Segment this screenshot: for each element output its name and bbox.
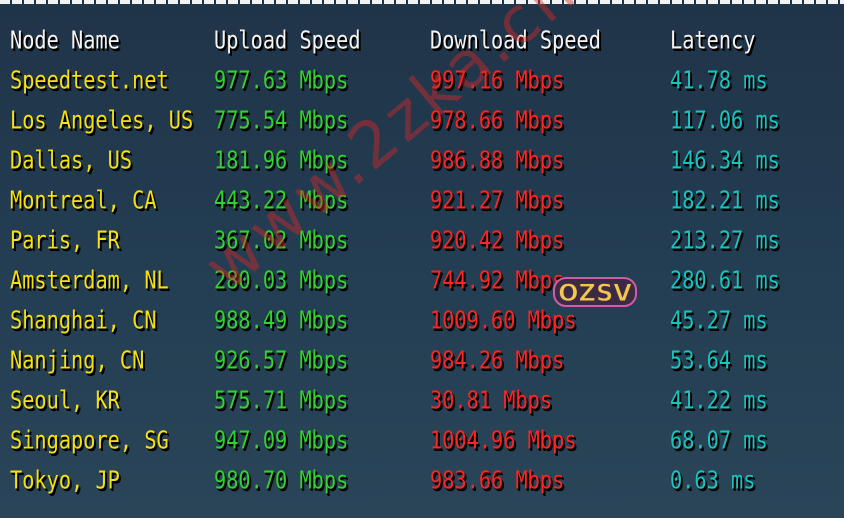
node-name-cell: Paris, FR <box>10 225 120 255</box>
header-download-speed: Download Speed <box>430 25 601 55</box>
node-name-cell: Los Angeles, US <box>10 105 194 135</box>
node-name-cell: Amsterdam, NL <box>10 265 169 295</box>
download-speed-cell: 986.88 Mbps <box>430 145 565 175</box>
latency-cell: 45.27 ms <box>670 305 768 335</box>
download-speed-cell: 978.66 Mbps <box>430 105 565 135</box>
latency-cell: 41.78 ms <box>670 65 768 95</box>
latency-cell: 117.06 ms <box>670 105 780 135</box>
upload-speed-cell: 947.09 Mbps <box>214 425 349 455</box>
header-latency: Latency <box>670 25 756 55</box>
download-speed-cell: 1009.60 Mbps <box>430 305 577 335</box>
download-speed-cell: 921.27 Mbps <box>430 185 565 215</box>
upload-speed-cell: 443.22 Mbps <box>214 185 349 215</box>
node-name-cell: Shanghai, CN <box>10 305 157 335</box>
upload-speed-cell: 280.03 Mbps <box>214 265 349 295</box>
upload-speed-cell: 181.96 Mbps <box>214 145 349 175</box>
upload-speed-cell: 980.70 Mbps <box>214 465 349 495</box>
upload-speed-cell: 977.63 Mbps <box>214 65 349 95</box>
upload-speed-cell: 988.49 Mbps <box>214 305 349 335</box>
latency-cell: 280.61 ms <box>670 265 780 295</box>
node-name-cell: Speedtest.net <box>10 65 169 95</box>
download-speed-cell: 920.42 Mbps <box>430 225 565 255</box>
latency-cell: 41.22 ms <box>670 385 768 415</box>
download-speed-cell: 984.26 Mbps <box>430 345 565 375</box>
header-node-name: Node Name <box>10 25 120 55</box>
separator-line <box>0 0 844 4</box>
latency-cell: 0.63 ms <box>670 465 756 495</box>
download-speed-cell: 744.92 Mbps <box>430 265 565 295</box>
latency-cell: 182.21 ms <box>670 185 780 215</box>
node-name-cell: Tokyo, JP <box>10 465 120 495</box>
node-name-cell: Seoul, KR <box>10 385 120 415</box>
upload-speed-cell: 775.54 Mbps <box>214 105 349 135</box>
svg-text:OZSV: OZSV <box>558 279 632 307</box>
node-name-cell: Dallas, US <box>10 145 133 175</box>
latency-cell: 53.64 ms <box>670 345 768 375</box>
upload-speed-cell: 575.71 Mbps <box>214 385 349 415</box>
ozsv-logo: OZSV <box>553 277 637 308</box>
upload-speed-cell: 926.57 Mbps <box>214 345 349 375</box>
header-upload-speed: Upload Speed <box>214 25 361 55</box>
upload-speed-cell: 367.02 Mbps <box>214 225 349 255</box>
download-speed-cell: 983.66 Mbps <box>430 465 565 495</box>
latency-cell: 146.34 ms <box>670 145 780 175</box>
latency-cell: 213.27 ms <box>670 225 780 255</box>
node-name-cell: Montreal, CA <box>10 185 157 215</box>
download-speed-cell: 997.16 Mbps <box>430 65 565 95</box>
latency-cell: 68.07 ms <box>670 425 768 455</box>
download-speed-cell: 30.81 Mbps <box>430 385 553 415</box>
download-speed-cell: 1004.96 Mbps <box>430 425 577 455</box>
node-name-cell: Singapore, SG <box>10 425 169 455</box>
node-name-cell: Nanjing, CN <box>10 345 145 375</box>
